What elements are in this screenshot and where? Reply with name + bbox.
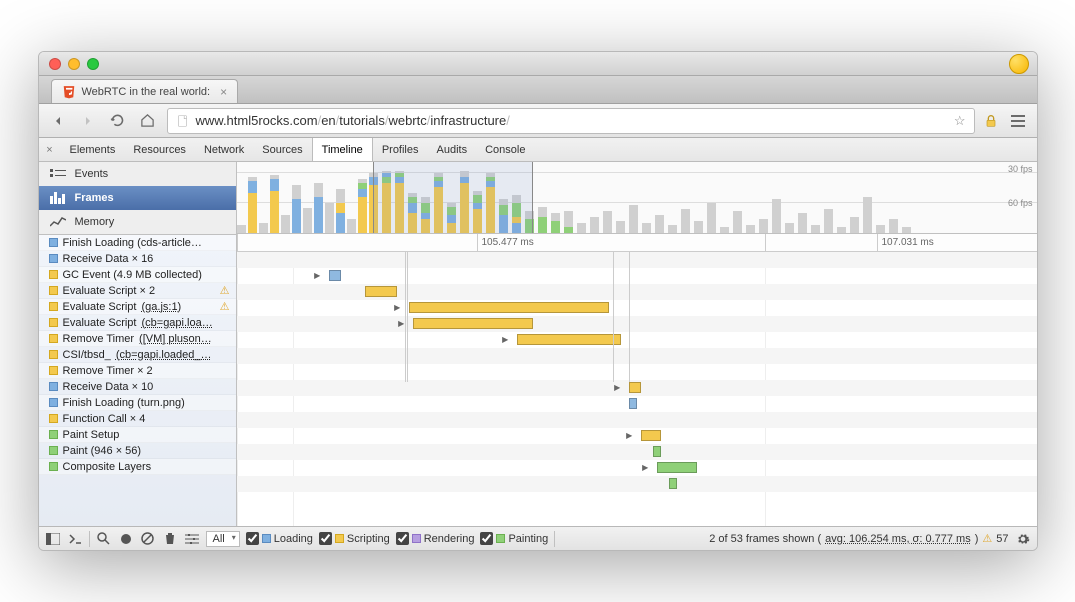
devtools-tab-network[interactable]: Network [195,138,253,161]
devtools-tab-console[interactable]: Console [476,138,534,161]
events-icon [49,169,67,179]
mode-frames-label: Frames [75,192,114,204]
minimize-window-button[interactable] [68,58,80,70]
event-row[interactable]: Evaluate Script (ga.js:1)⚠ [39,299,236,315]
devtools-tab-elements[interactable]: Elements [61,138,125,161]
search-icon[interactable] [96,531,112,547]
flame-row[interactable] [237,252,1037,268]
flame-row[interactable] [237,396,1037,412]
html5-shield-icon [62,85,76,99]
record-icon[interactable] [118,531,134,547]
event-row[interactable]: Evaluate Script (cb=gapi.loa… [39,315,236,331]
event-row[interactable]: Remove Timer × 2 [39,363,236,379]
back-button[interactable] [47,110,69,132]
event-row[interactable]: Finish Loading (turn.png) [39,395,236,411]
event-row[interactable]: Function Call × 4 [39,411,236,427]
titlebar [39,52,1037,76]
forward-button[interactable] [77,110,99,132]
flame-row[interactable]: ▶ [237,380,1037,396]
event-row[interactable]: Evaluate Script × 2⚠ [39,283,236,299]
event-row[interactable]: GC Event (4.9 MB collected) [39,267,236,283]
mode-events[interactable]: Events [39,162,236,186]
trash-icon[interactable] [162,531,178,547]
clear-icon[interactable] [140,531,156,547]
tab-title: WebRTC in the real world: [82,86,211,98]
console-toggle-icon[interactable] [67,531,83,547]
omnibox[interactable]: www.html5rocks.com/en/tutorials/webrtc/i… [167,108,975,134]
event-row[interactable]: Remove Timer ([VM] pluson… [39,331,236,347]
flame-row[interactable] [237,444,1037,460]
toolbar: www.html5rocks.com/en/tutorials/webrtc/i… [39,104,1037,138]
event-row[interactable]: Composite Layers [39,459,236,475]
flame-chart[interactable]: ▶▶▶▶▶▶▶ [237,252,1037,526]
overview-selection[interactable] [373,162,533,233]
events-list: Finish Loading (cds-article…Receive Data… [39,235,236,526]
devtools-tab-timeline[interactable]: Timeline [312,138,373,161]
memory-icon [49,216,67,228]
check-painting[interactable]: Painting [480,532,548,545]
browser-window: WebRTC in the real world: × www.html5roc… [38,51,1038,551]
flame-row[interactable]: ▶ [237,268,1037,284]
browser-tab[interactable]: WebRTC in the real world: × [51,79,239,103]
timeline-main: 30 fps 60 fps 105.477 ms107.031 ms ▶▶▶▶▶… [237,162,1037,526]
bookmark-star-icon[interactable]: ☆ [954,113,966,129]
flame-row[interactable]: ▶ [237,332,1037,348]
filter-icon[interactable] [184,531,200,547]
event-row[interactable]: Finish Loading (cds-article… [39,235,236,251]
settings-gear-icon[interactable] [1015,531,1031,547]
flame-row[interactable] [237,348,1037,364]
url-host: www.html5rocks.com [196,113,318,128]
devtools-body: Events Frames Memory Finish Loading (cds… [39,162,1037,526]
devtools-tabs: × ElementsResourcesNetworkSourcesTimelin… [39,138,1037,162]
mode-events-label: Events [75,168,109,180]
mode-memory-label: Memory [75,216,115,228]
reload-button[interactable] [107,110,129,132]
event-row[interactable]: Receive Data × 16 [39,251,236,267]
maximize-window-button[interactable] [87,58,99,70]
event-row[interactable]: Paint Setup [39,427,236,443]
profile-avatar-icon[interactable] [1009,54,1029,74]
devtools-tab-audits[interactable]: Audits [428,138,477,161]
frame-stats: 2 of 53 frames shown (avg: 106.254 ms, σ… [709,532,1008,545]
dock-icon[interactable] [45,531,61,547]
close-window-button[interactable] [49,58,61,70]
chrome-menu-button[interactable] [1007,110,1029,132]
timeline-modes: Events Frames Memory [39,162,236,235]
close-tab-icon[interactable]: × [220,85,227,99]
flame-row[interactable] [237,364,1037,380]
mode-memory[interactable]: Memory [39,210,236,234]
home-button[interactable] [137,110,159,132]
devtools-tab-profiles[interactable]: Profiles [373,138,428,161]
devtools-tab-sources[interactable]: Sources [253,138,311,161]
mode-frames[interactable]: Frames [39,186,236,210]
warning-icon[interactable]: ⚠ [982,532,992,545]
timeline-sidebar: Events Frames Memory Finish Loading (cds… [39,162,237,526]
tabstrip: WebRTC in the real world: × [39,76,1037,104]
timeline-ruler: 105.477 ms107.031 ms [237,234,1037,252]
flame-row[interactable]: ▶ [237,316,1037,332]
devtools-tab-resources[interactable]: Resources [124,138,195,161]
timeline-overview[interactable]: 30 fps 60 fps [237,162,1037,234]
check-loading[interactable]: Loading [246,532,313,545]
extension-lock-icon[interactable] [983,113,999,129]
event-row[interactable]: CSI/tbsd_ (cb=gapi.loaded_… [39,347,236,363]
traffic-lights [39,58,99,70]
flame-row[interactable]: ▶ [237,460,1037,476]
devtools-close-icon[interactable]: × [39,144,61,156]
filter-dropdown[interactable]: All [206,531,240,547]
flame-row[interactable]: ▶ [237,300,1037,316]
flame-row[interactable] [237,412,1037,428]
check-scripting[interactable]: Scripting [319,532,390,545]
page-icon [176,114,190,128]
event-row[interactable]: Paint (946 × 56) [39,443,236,459]
flame-row[interactable] [237,284,1037,300]
event-row[interactable]: Receive Data × 10 [39,379,236,395]
check-rendering[interactable]: Rendering [396,532,475,545]
statusbar: All Loading Scripting Rendering Painting… [39,526,1037,550]
frames-icon [49,192,67,204]
flame-row[interactable] [237,476,1037,492]
flame-row[interactable]: ▶ [237,428,1037,444]
url-path: /en/tutorials/webrtc/infrastructure/ [318,113,510,128]
